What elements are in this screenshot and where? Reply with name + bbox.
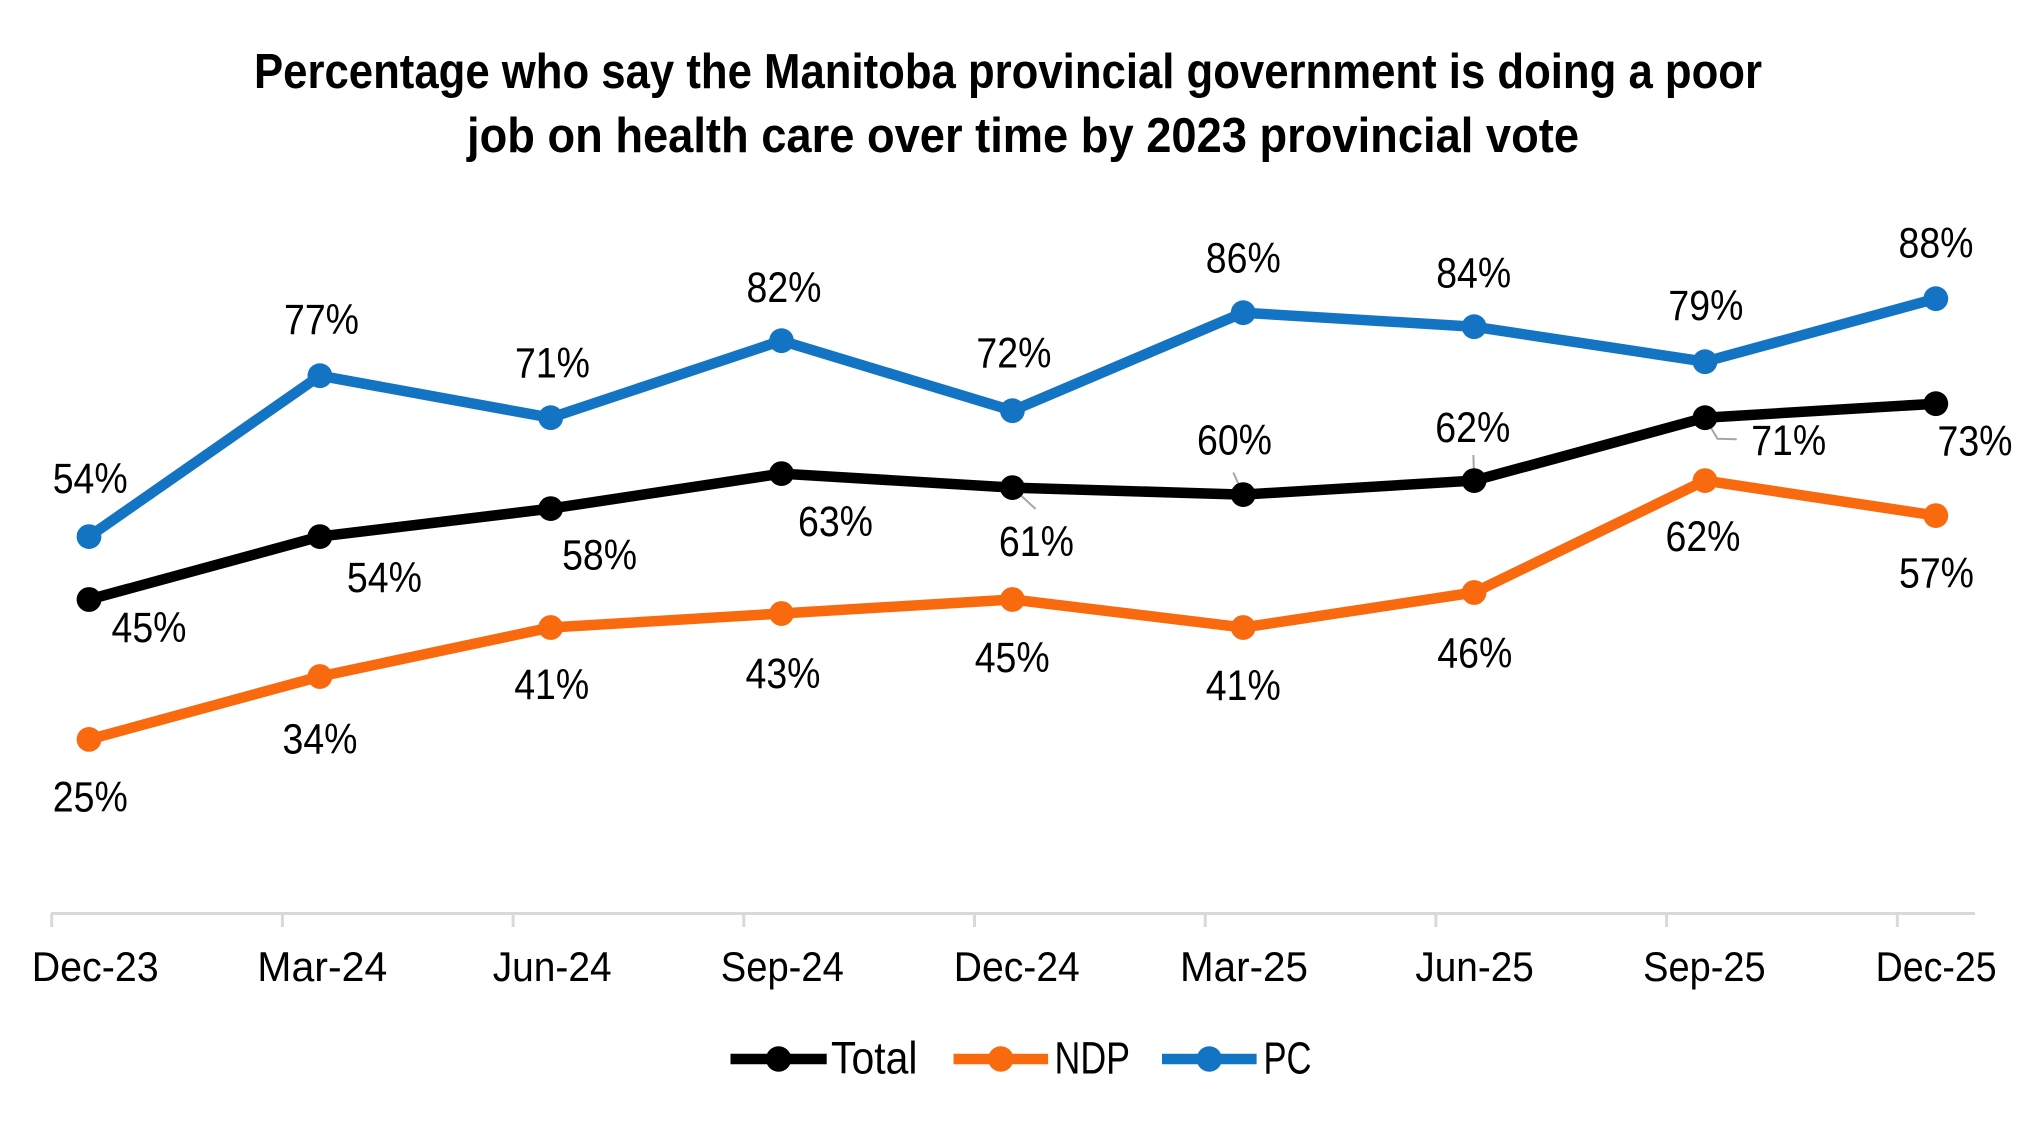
svg-text:Mar-25: Mar-25 — [1180, 943, 1308, 990]
svg-text:77%: 77% — [284, 296, 359, 343]
svg-text:71%: 71% — [1751, 417, 1826, 464]
svg-text:79%: 79% — [1668, 282, 1743, 329]
svg-text:84%: 84% — [1436, 250, 1511, 297]
svg-text:63%: 63% — [798, 498, 873, 545]
svg-text:72%: 72% — [976, 329, 1051, 376]
svg-text:41%: 41% — [1206, 662, 1281, 709]
svg-text:25%: 25% — [53, 774, 128, 821]
svg-text:Jun-24: Jun-24 — [493, 943, 612, 990]
svg-text:58%: 58% — [562, 531, 637, 578]
svg-text:Dec-24: Dec-24 — [954, 943, 1080, 990]
svg-text:73%: 73% — [1938, 418, 2013, 465]
svg-text:54%: 54% — [53, 455, 128, 502]
svg-text:61%: 61% — [999, 518, 1074, 565]
svg-text:Dec-23: Dec-23 — [32, 943, 159, 990]
svg-text:45%: 45% — [975, 634, 1050, 681]
svg-text:Dec-25: Dec-25 — [1876, 943, 1997, 990]
svg-text:41%: 41% — [514, 661, 589, 708]
svg-text:45%: 45% — [112, 604, 187, 651]
svg-text:PC: PC — [1264, 1033, 1312, 1084]
svg-text:job on health care over time b: job on health care over time by 2023 pro… — [466, 108, 1579, 163]
svg-text:Percentage who say the Manitob: Percentage who say the Manitoba provinci… — [254, 44, 1762, 99]
svg-text:NDP: NDP — [1055, 1033, 1131, 1084]
svg-text:Total: Total — [831, 1033, 918, 1084]
svg-text:60%: 60% — [1197, 417, 1272, 464]
svg-text:82%: 82% — [747, 264, 822, 311]
svg-text:57%: 57% — [1899, 550, 1974, 597]
svg-text:34%: 34% — [283, 715, 358, 762]
svg-text:71%: 71% — [515, 339, 590, 386]
svg-text:62%: 62% — [1666, 513, 1741, 560]
svg-text:88%: 88% — [1899, 219, 1974, 266]
svg-text:Sep-25: Sep-25 — [1643, 943, 1766, 990]
svg-text:Sep-24: Sep-24 — [721, 943, 844, 990]
svg-text:43%: 43% — [746, 650, 821, 697]
svg-text:62%: 62% — [1435, 404, 1510, 451]
svg-text:Mar-24: Mar-24 — [257, 943, 387, 990]
svg-text:Jun-25: Jun-25 — [1415, 943, 1534, 990]
svg-text:54%: 54% — [347, 554, 422, 601]
svg-text:46%: 46% — [1437, 630, 1512, 677]
svg-text:86%: 86% — [1206, 234, 1281, 281]
